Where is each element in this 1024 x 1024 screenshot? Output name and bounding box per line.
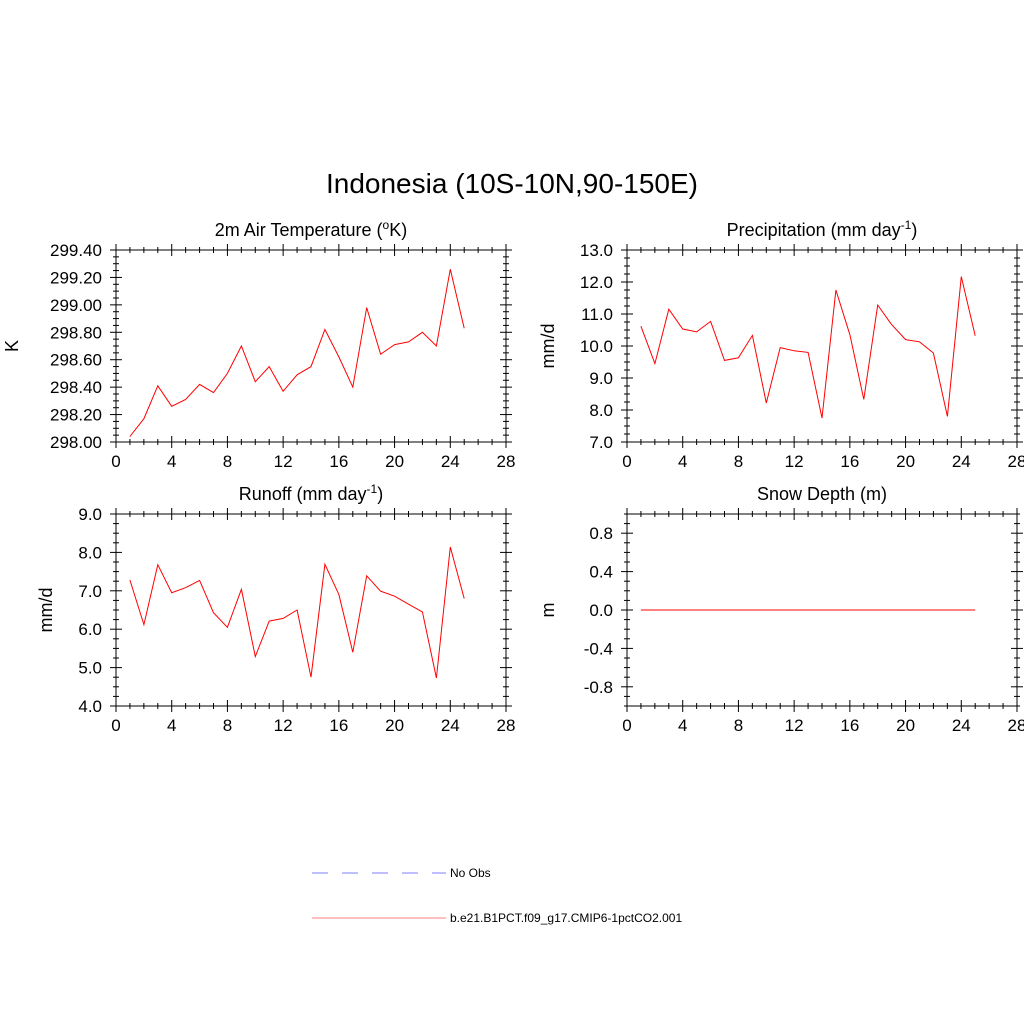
temperature-series-line bbox=[129, 269, 465, 437]
temperature-ytick-label: 298.40 bbox=[50, 378, 102, 397]
legend-label-no-obs: No Obs bbox=[450, 866, 491, 880]
runoff-y-axis-label: mm/d bbox=[36, 588, 56, 633]
snow-depth-xtick-label: 28 bbox=[1008, 716, 1024, 735]
snow-depth-ytick-label: -0.8 bbox=[584, 678, 613, 697]
precipitation-ytick-label: 10.0 bbox=[580, 337, 613, 356]
runoff-ytick-label: 9.0 bbox=[78, 505, 102, 524]
runoff-panel-title-end: ) bbox=[377, 484, 383, 504]
precipitation-ytick-label: 8.0 bbox=[589, 401, 613, 420]
temperature-xtick-label: 28 bbox=[497, 452, 516, 471]
runoff-xtick-label: 12 bbox=[274, 716, 293, 735]
precipitation-ytick-label: 11.0 bbox=[581, 305, 613, 324]
temperature-xtick-label: 24 bbox=[441, 452, 460, 471]
precipitation-panel-title-sup: -1 bbox=[901, 218, 912, 232]
precipitation-panel-title-end: ) bbox=[911, 220, 917, 240]
snow-depth-panel-title: Snow Depth (m) bbox=[757, 484, 887, 504]
precipitation-ytick-label: 7.0 bbox=[589, 433, 613, 452]
precipitation-ytick-label: 12.0 bbox=[580, 273, 613, 292]
precipitation-xtick-label: 12 bbox=[785, 452, 804, 471]
runoff-xtick-label: 8 bbox=[223, 716, 232, 735]
temperature-xtick-label: 0 bbox=[111, 452, 120, 471]
panel-temperature: 0 4 8 12 16 20 24 28 298.00 298.20 298.40 298.60 298… bbox=[2, 218, 515, 471]
temperature-panel-title-end: K) bbox=[389, 220, 407, 240]
temperature-ytick-label: 299.20 bbox=[50, 268, 102, 287]
snow-depth-xtick-label: 16 bbox=[840, 716, 859, 735]
temperature-panel-title-main: 2m Air Temperature ( bbox=[215, 220, 383, 240]
snow-depth-y-axis-label: m bbox=[538, 603, 558, 618]
panel-snow-depth: 0 4 8 12 16 20 24 28 -0.8 -0.4 0.0 0.4 0.8 m Snow Dept… bbox=[538, 484, 1024, 735]
runoff-xtick-label: 0 bbox=[111, 716, 120, 735]
precipitation-ytick-label: 9.0 bbox=[589, 369, 613, 388]
snow-depth-panel-title-main: Snow Depth (m) bbox=[757, 484, 887, 504]
snow-depth-xtick-label: 4 bbox=[678, 716, 687, 735]
snow-depth-xtick-label: 0 bbox=[622, 716, 631, 735]
snow-depth-ytick-label: 0.0 bbox=[589, 601, 613, 620]
temperature-panel-title-sup: o bbox=[383, 218, 390, 232]
precipitation-series-line bbox=[640, 276, 976, 419]
precipitation-xtick-label: 24 bbox=[952, 452, 971, 471]
temperature-xtick-label: 8 bbox=[223, 452, 232, 471]
temperature-ytick-label: 298.80 bbox=[50, 323, 102, 342]
runoff-panel-title: Runoff (mm day-1) bbox=[239, 482, 383, 504]
temperature-ytick-label: 298.20 bbox=[50, 406, 102, 425]
runoff-panel-title-sup: -1 bbox=[367, 482, 378, 496]
snow-depth-ytick-label: 0.4 bbox=[589, 563, 613, 582]
precipitation-xtick-label: 8 bbox=[734, 452, 743, 471]
snow-depth-xtick-label: 12 bbox=[785, 716, 804, 735]
runoff-ytick-label: 6.0 bbox=[78, 620, 102, 639]
panel-runoff: 0 4 8 12 16 20 24 28 4.0 5.0 6.0 7.0 8.0 9.0 mm/d Runof… bbox=[36, 482, 515, 735]
temperature-xtick-label: 4 bbox=[167, 452, 176, 471]
precipitation-xtick-label: 16 bbox=[840, 452, 859, 471]
precipitation-panel-title-main: Precipitation (mm day bbox=[727, 220, 901, 240]
runoff-xtick-label: 20 bbox=[385, 716, 404, 735]
runoff-xtick-label: 28 bbox=[497, 716, 516, 735]
precipitation-panel-title: Precipitation (mm day-1) bbox=[727, 218, 918, 240]
precipitation-xtick-label: 28 bbox=[1008, 452, 1024, 471]
precipitation-xtick-label: 4 bbox=[678, 452, 687, 471]
snow-depth-xtick-label: 20 bbox=[896, 716, 915, 735]
temperature-ytick-label: 298.00 bbox=[50, 433, 102, 452]
temperature-xtick-label: 12 bbox=[274, 452, 293, 471]
temperature-panel-title: 2m Air Temperature (oK) bbox=[215, 218, 407, 240]
runoff-xtick-label: 24 bbox=[441, 716, 460, 735]
temperature-xtick-label: 16 bbox=[329, 452, 348, 471]
temperature-y-axis-label: K bbox=[2, 340, 22, 352]
runoff-xtick-label: 4 bbox=[167, 716, 176, 735]
runoff-panel-title-main: Runoff (mm day bbox=[239, 484, 367, 504]
precipitation-ytick-label: 13.0 bbox=[580, 241, 613, 260]
legend-label-case: b.e21.B1PCT.f09_g17.CMIP6-1pctCO2.001 bbox=[450, 911, 682, 925]
snow-depth-ytick-label: -0.4 bbox=[584, 639, 613, 658]
temperature-frame bbox=[115, 249, 507, 443]
snow-depth-ytick-label: 0.8 bbox=[589, 524, 613, 543]
snow-depth-xtick-label: 24 bbox=[952, 716, 971, 735]
precipitation-frame bbox=[626, 249, 1018, 443]
figure-title: Indonesia (10S-10N,90-150E) bbox=[325, 168, 698, 199]
temperature-ytick-label: 299.40 bbox=[50, 241, 102, 260]
runoff-ytick-label: 5.0 bbox=[78, 659, 102, 678]
legend: No Obs b.e21.B1PCT.f09_g17.CMIP6-1pctCO2… bbox=[312, 866, 682, 925]
temperature-xtick-label: 20 bbox=[385, 452, 404, 471]
precipitation-y-axis-label: mm/d bbox=[538, 324, 558, 369]
runoff-ytick-label: 7.0 bbox=[78, 582, 102, 601]
temperature-ytick-label: 298.60 bbox=[50, 351, 102, 370]
runoff-xtick-label: 16 bbox=[329, 716, 348, 735]
temperature-ytick-label: 299.00 bbox=[50, 296, 102, 315]
precipitation-xtick-label: 20 bbox=[896, 452, 915, 471]
runoff-ytick-label: 8.0 bbox=[78, 543, 102, 562]
panel-precipitation: 0 4 8 12 16 20 24 28 7.0 8.0 9.0 10.0 11.0 12.0 13.0 mm… bbox=[538, 218, 1024, 471]
precipitation-xtick-label: 0 bbox=[622, 452, 631, 471]
runoff-series-line bbox=[129, 546, 465, 679]
runoff-ytick-label: 4.0 bbox=[78, 697, 102, 716]
snow-depth-xtick-label: 8 bbox=[734, 716, 743, 735]
